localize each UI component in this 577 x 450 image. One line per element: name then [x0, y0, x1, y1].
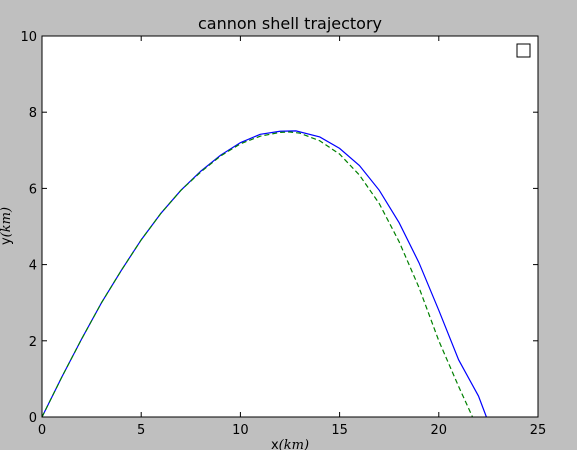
legend-box — [517, 44, 530, 57]
y-axis-label: y(km) — [0, 207, 14, 245]
x-axis-label-unit: (km) — [279, 438, 309, 450]
x-tick-label: 20 — [431, 423, 448, 438]
x-tick-label: 10 — [232, 423, 249, 438]
x-tick-label: 25 — [530, 423, 547, 438]
y-tick-label: 10 — [20, 30, 37, 45]
y-tick-label: 8 — [29, 106, 37, 121]
x-tick-label: 5 — [137, 423, 145, 438]
y-axis-label-unit: (km) — [0, 207, 14, 237]
y-tick-label: 4 — [29, 259, 37, 274]
chart-title: cannon shell trajectory — [198, 14, 382, 33]
plot-area — [42, 36, 538, 417]
y-tick-label: 2 — [29, 335, 37, 350]
y-tick-label: 0 — [29, 411, 37, 426]
y-tick-label: 6 — [29, 182, 37, 197]
x-axis-label: x(km) — [271, 438, 309, 450]
x-tick-label: 15 — [331, 423, 348, 438]
x-tick-label: 0 — [38, 423, 46, 438]
